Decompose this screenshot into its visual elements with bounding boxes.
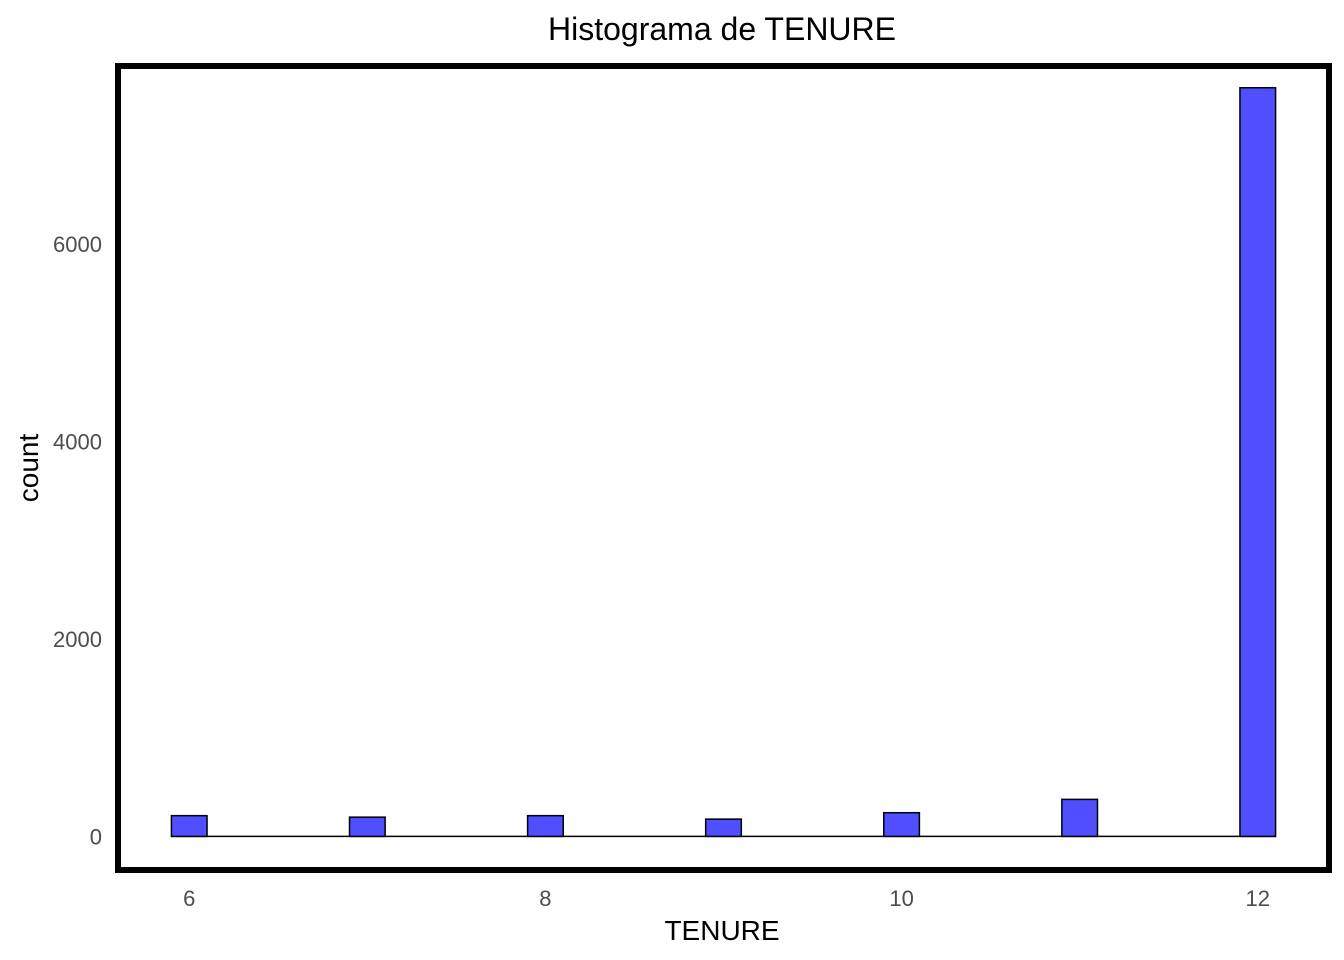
histogram-bar — [526, 814, 564, 838]
plot-panel-border — [115, 63, 1332, 873]
y-tick-label: 2000 — [53, 627, 102, 652]
x-tick-label: 12 — [1246, 886, 1270, 911]
histogram-bar — [348, 816, 386, 838]
x-axis-ticks: 6 8 10 12 — [183, 886, 1270, 911]
y-axis-label: count — [13, 434, 44, 503]
x-axis-label: TENURE — [664, 915, 779, 946]
chart-title: Histograma de TENURE — [548, 11, 896, 47]
y-tick-label: 0 — [90, 824, 102, 849]
x-tick-label: 8 — [539, 886, 551, 911]
y-axis-ticks: 0 2000 4000 6000 — [53, 232, 102, 850]
y-tick-label: 4000 — [53, 429, 102, 454]
histogram-bar — [170, 814, 208, 838]
x-tick-label: 10 — [889, 886, 913, 911]
x-tick-label: 6 — [183, 886, 195, 911]
y-tick-label: 6000 — [53, 232, 102, 257]
histogram-bar — [883, 811, 921, 838]
histogram-bar — [704, 818, 743, 838]
histogram-bars — [170, 86, 1277, 838]
histogram-bar — [1239, 86, 1277, 838]
histogram-bar — [1061, 798, 1099, 838]
